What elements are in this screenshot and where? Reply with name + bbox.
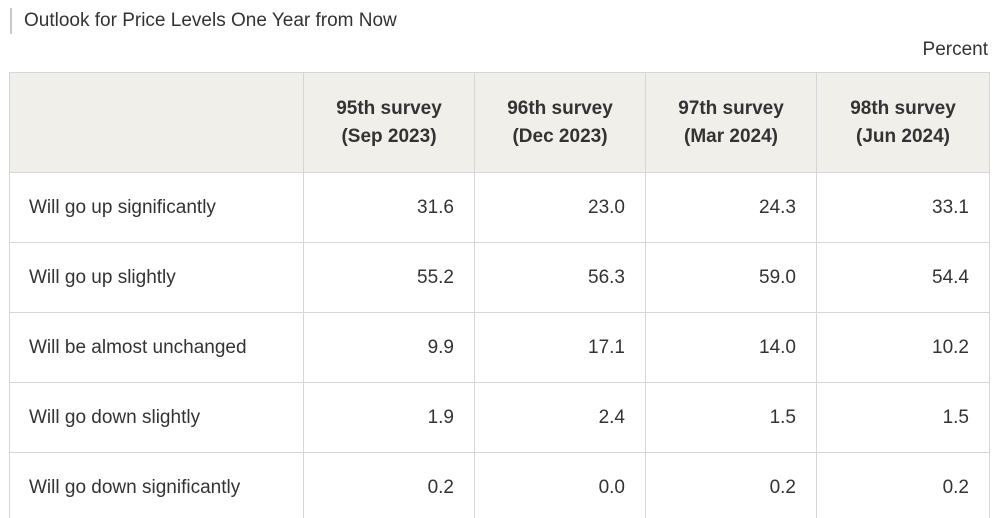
table-cell: 24.3 — [645, 172, 817, 243]
table-cell: 55.2 — [303, 242, 475, 313]
table-cell: 1.5 — [645, 382, 817, 453]
column-header-98th: 98th survey (Jun 2024) — [816, 72, 990, 173]
column-header-survey: 97th survey — [678, 97, 784, 119]
table-cell: 23.0 — [474, 172, 646, 243]
table-cell: 59.0 — [645, 242, 817, 313]
column-header-date: (Mar 2024) — [684, 125, 778, 147]
header-row: 95th survey (Sep 2023) 96th survey (Dec … — [9, 72, 990, 173]
row-label: Will go up slightly — [9, 242, 304, 313]
column-header-date: (Jun 2024) — [856, 125, 950, 147]
table-cell: 0.2 — [645, 452, 817, 518]
title-bar: Outlook for Price Levels One Year from N… — [10, 8, 397, 34]
row-label: Will be almost unchanged — [9, 312, 304, 383]
column-header-date: (Sep 2023) — [341, 125, 437, 147]
table-cell: 54.4 — [816, 242, 990, 313]
table-cell: 0.0 — [474, 452, 646, 518]
table-cell: 10.2 — [816, 312, 990, 383]
column-header-96th: 96th survey (Dec 2023) — [474, 72, 646, 173]
table-row: Will be almost unchanged 9.9 17.1 14.0 1… — [9, 312, 990, 383]
table-cell: 31.6 — [303, 172, 475, 243]
table-cell: 2.4 — [474, 382, 646, 453]
table-cell: 0.2 — [303, 452, 475, 518]
table-row: Will go up significantly 31.6 23.0 24.3 … — [9, 172, 990, 243]
table-cell: 56.3 — [474, 242, 646, 313]
table-cell: 14.0 — [645, 312, 817, 383]
column-header-97th: 97th survey (Mar 2024) — [645, 72, 817, 173]
table-cell: 1.5 — [816, 382, 990, 453]
row-label: Will go up significantly — [9, 172, 304, 243]
table-row: Will go up slightly 55.2 56.3 59.0 54.4 — [9, 242, 990, 313]
column-header-survey: 95th survey — [336, 97, 442, 119]
header-corner-cell — [9, 72, 304, 173]
row-label: Will go down significantly — [9, 452, 304, 518]
table-cell: 1.9 — [303, 382, 475, 453]
table-cell: 17.1 — [474, 312, 646, 383]
column-header-survey: 98th survey — [850, 97, 956, 119]
row-label: Will go down slightly — [9, 382, 304, 453]
column-header-survey: 96th survey — [507, 97, 613, 119]
price-outlook-table: 95th survey (Sep 2023) 96th survey (Dec … — [9, 72, 990, 518]
table-title: Outlook for Price Levels One Year from N… — [24, 10, 397, 31]
unit-label: Percent — [922, 39, 988, 60]
column-header-date: (Dec 2023) — [512, 125, 608, 147]
table-row: Will go down slightly 1.9 2.4 1.5 1.5 — [9, 382, 990, 453]
table-row: Will go down significantly 0.2 0.0 0.2 0… — [9, 452, 990, 518]
table-cell: 33.1 — [816, 172, 990, 243]
column-header-95th: 95th survey (Sep 2023) — [303, 72, 475, 173]
table-cell: 0.2 — [816, 452, 990, 518]
table-cell: 9.9 — [303, 312, 475, 383]
